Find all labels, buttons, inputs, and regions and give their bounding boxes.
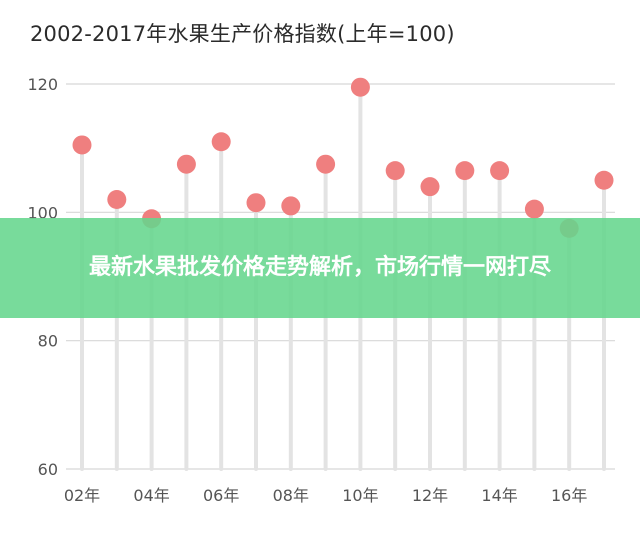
data-point bbox=[524, 199, 544, 219]
overlay-banner: 最新水果批发价格走势解析，市场行情一网打尽 bbox=[0, 218, 640, 318]
x-tick-label: 02年 bbox=[64, 486, 100, 505]
y-tick-label: 120 bbox=[27, 75, 58, 94]
x-tick-label: 10年 bbox=[342, 486, 378, 505]
data-point bbox=[455, 161, 475, 181]
data-point bbox=[246, 193, 266, 213]
data-point bbox=[350, 77, 370, 97]
chart-title: 2002-2017年水果生产价格指数(上年=100) bbox=[30, 22, 455, 46]
x-tick-label: 12年 bbox=[412, 486, 448, 505]
y-tick-label: 100 bbox=[27, 203, 58, 222]
y-tick-label: 60 bbox=[38, 460, 58, 479]
banner-text: 最新水果批发价格走势解析，市场行情一网打尽 bbox=[88, 255, 551, 280]
x-tick-label: 16年 bbox=[551, 486, 587, 505]
data-point bbox=[107, 190, 127, 209]
data-point bbox=[176, 154, 196, 174]
data-point bbox=[316, 154, 336, 174]
data-point bbox=[211, 132, 231, 152]
data-point bbox=[420, 177, 440, 197]
x-tick-labels: 02年 04年 06年 08年 10年 12年 14年 16年 bbox=[64, 486, 588, 505]
x-tick-label: 08年 bbox=[273, 486, 309, 505]
data-point bbox=[490, 161, 510, 181]
data-point bbox=[72, 135, 92, 155]
data-points bbox=[72, 77, 614, 238]
y-tick-label: 80 bbox=[38, 332, 58, 351]
data-point bbox=[281, 196, 301, 216]
data-point bbox=[385, 161, 405, 181]
y-tick-labels: 60 80 100 120 bbox=[27, 75, 58, 479]
x-tick-label: 14年 bbox=[481, 486, 517, 505]
x-tick-label: 04年 bbox=[133, 486, 169, 505]
x-tick-label: 06年 bbox=[203, 486, 239, 505]
data-point bbox=[594, 170, 614, 190]
